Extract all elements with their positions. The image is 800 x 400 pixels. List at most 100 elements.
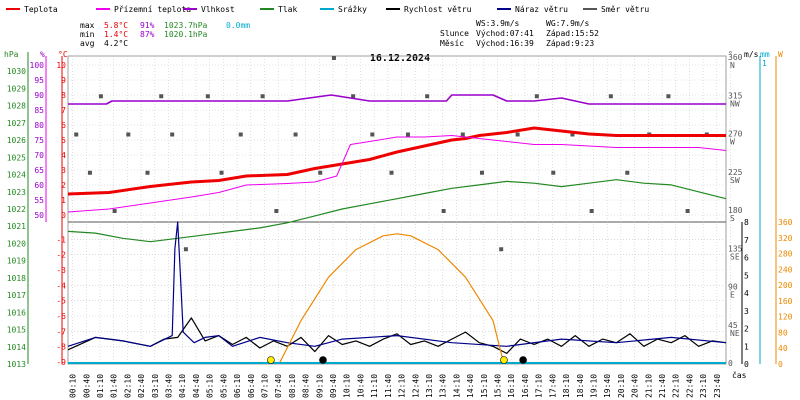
wind-direction-point <box>534 94 539 99</box>
info-block: WS:3.9m/s WG:7.9m/s Slunce Východ:07:41 … <box>440 19 599 48</box>
temp-tick: 10 <box>56 61 66 70</box>
legend-item: Vlhkost <box>201 5 235 14</box>
x-tick: 00:10 <box>69 374 78 398</box>
legend-item: Směr větru <box>601 5 649 14</box>
x-tick: 02:10 <box>123 374 132 398</box>
percent-tick: 75 <box>34 136 44 145</box>
solar-tick: 40 <box>778 344 788 353</box>
temp-tick: 6 <box>61 121 66 130</box>
x-tick: 19:10 <box>589 374 598 398</box>
series-line <box>67 135 727 213</box>
x-tick: 22:10 <box>672 374 681 398</box>
wind-direction-point <box>183 247 188 252</box>
x-tick: 23:10 <box>699 374 708 398</box>
temp-tick: 5 <box>61 136 66 145</box>
temp-tick: 1 <box>61 196 66 205</box>
percent-tick: 55 <box>34 196 44 205</box>
temp-tick: 7 <box>61 106 66 115</box>
stats-min-press: 1020.1hPa <box>164 30 208 39</box>
stats-avg-temp: 4.2°C <box>104 39 128 48</box>
hpa-tick: 1021 <box>7 222 26 231</box>
wind-direction-point <box>589 209 594 213</box>
x-tick: 06:40 <box>247 374 256 398</box>
solar-tick: 160 <box>778 297 793 306</box>
x-tick: 03:10 <box>151 374 160 398</box>
hpa-tick: 1025 <box>7 153 26 162</box>
x-tick: 19:40 <box>603 374 612 398</box>
x-tick: 07:10 <box>260 374 269 398</box>
solar-tick: 360 <box>778 218 793 227</box>
solar-tick: 200 <box>778 281 793 290</box>
solar-tick: 120 <box>778 313 793 322</box>
wind-tick: 8 <box>744 218 749 227</box>
wind-direction-point <box>551 170 556 175</box>
x-tick: 05:40 <box>219 374 228 398</box>
direction-tick-label: NW <box>730 99 740 108</box>
temp-tick: -3 <box>56 266 66 275</box>
wind-direction-point <box>685 209 690 213</box>
x-tick: 08:40 <box>302 374 311 398</box>
wind-direction-point <box>318 170 323 175</box>
legend-item: Náraz větru <box>515 5 568 14</box>
direction-tick-label: E <box>730 291 735 300</box>
x-tick: 13:40 <box>439 374 448 398</box>
wind-direction-point <box>238 132 243 137</box>
direction-tick-label: N <box>730 61 735 70</box>
direction-tick: 90 <box>728 283 738 292</box>
series-line <box>278 233 505 365</box>
legend-item: Tlak <box>278 5 297 14</box>
direction-tick: 360 <box>728 53 743 62</box>
info-sunrise: Východ:07:41 <box>476 29 534 38</box>
hpa-tick: 1024 <box>7 171 26 180</box>
direction-tick-label: NE <box>730 329 740 338</box>
temp-tick: -1 <box>56 235 66 244</box>
direction-tick: 135 <box>728 244 743 253</box>
stats-block: max 5.8°C 91% 1023.7hPa 0.0mm min 1.4°C … <box>80 21 250 48</box>
temp-tick: -8 <box>56 343 66 352</box>
wind-direction-point <box>145 170 150 175</box>
info-wg: WG:7.9m/s <box>546 19 590 28</box>
temp-tick: -6 <box>56 312 66 321</box>
series-line <box>67 126 726 196</box>
moon-marker <box>319 356 327 364</box>
x-tick: 02:40 <box>137 374 146 398</box>
series-line <box>67 221 727 347</box>
x-tick: 08:10 <box>288 374 297 398</box>
x-tick: 11:40 <box>384 374 393 398</box>
wind-tick: 4 <box>744 289 749 298</box>
x-tick: 18:10 <box>562 374 571 398</box>
wind-direction-point <box>479 170 484 175</box>
moon-marker <box>500 356 508 364</box>
wind-tick: 1 <box>744 342 749 351</box>
percent-tick: 65 <box>34 166 44 175</box>
x-tick: 04:40 <box>192 374 201 398</box>
solar-tick: 0 <box>778 360 783 369</box>
direction-tick-label: SE <box>730 252 740 261</box>
temp-tick: 3 <box>61 166 66 175</box>
hpa-axis-label: hPa <box>4 50 19 59</box>
wind-direction-point <box>499 247 504 252</box>
rain-axis-label: mm <box>760 50 770 59</box>
x-tick: 01:40 <box>110 374 119 398</box>
x-tick: 17:10 <box>535 374 544 398</box>
legend-item: Rychlost větru <box>404 5 472 14</box>
solar-tick: 80 <box>778 328 788 337</box>
wind-direction-point <box>460 132 465 137</box>
wind-direction-point <box>274 209 279 213</box>
x-tick: 12:10 <box>398 374 407 398</box>
wind-direction-point <box>608 94 613 99</box>
x-tick: 05:10 <box>206 374 215 398</box>
info-ws: WS:3.9m/s <box>476 19 520 28</box>
x-tick: 06:10 <box>233 374 242 398</box>
x-tick: 11:10 <box>370 374 379 398</box>
hpa-tick: 1020 <box>7 239 26 248</box>
legend-item: Srážky <box>338 5 367 14</box>
legend-item: Přízemní teplota <box>114 5 191 14</box>
direction-tick-label: W <box>730 138 735 147</box>
x-tick: 22:40 <box>685 374 694 398</box>
percent-tick: 95 <box>34 76 44 85</box>
wind-direction-point <box>666 94 671 99</box>
x-tick: 04:10 <box>178 374 187 398</box>
temp-tick: 4 <box>61 151 66 160</box>
